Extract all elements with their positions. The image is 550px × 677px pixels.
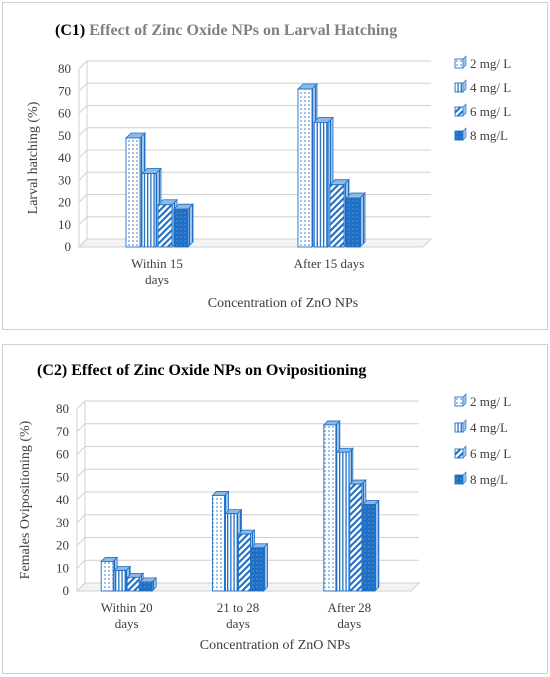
legend-item: 4 mg/ L [454, 79, 511, 95]
legend-label: 2 mg/ L [470, 56, 511, 71]
legend-item: 2 mg/ L [454, 393, 511, 409]
gridline [76, 400, 419, 410]
x-tick-label: 21 to 28 days [217, 600, 260, 631]
legend-swatch [454, 448, 464, 459]
y-tick-label: 20 [58, 195, 71, 210]
gridline [76, 582, 419, 592]
legend-label: 6 mg/ L [470, 446, 511, 461]
chart-title: (C1) Effect of Zinc Oxide NPs on Larval … [55, 22, 397, 39]
legend-label: 4 mg/L [470, 420, 508, 435]
legend-swatch [454, 58, 464, 69]
chart: (C2) Effect of Zinc Oxide NPs on Oviposi… [18, 362, 511, 653]
panel-label: (C1) [55, 22, 89, 39]
y-tick-label: 60 [56, 447, 69, 462]
legend-label: 6 mg/ L [470, 104, 511, 119]
y-tick-label: 40 [58, 150, 71, 165]
bar-solid [250, 542, 269, 592]
legend-swatch [454, 422, 464, 433]
gridline [78, 105, 431, 114]
legend-item: 8 mg/L [454, 127, 508, 143]
y-axis-label: Females Ovipositioning (%) [18, 420, 33, 579]
gridline [78, 82, 431, 92]
chart: (C1) Effect of Zinc Oxide NPs on Larval … [26, 22, 511, 311]
legend-item: 6 mg/ L [454, 103, 511, 119]
x-tick-label: Within 15 days [131, 256, 183, 287]
y-tick-label: 0 [65, 239, 72, 254]
title-text: Effect of Zinc Oxide NPs on Ovipositioni… [71, 362, 366, 379]
legend-swatch [454, 474, 464, 485]
y-tick-label: 0 [63, 583, 70, 598]
bar-vlines [141, 167, 162, 248]
bar-solid [139, 576, 158, 592]
y-tick-label: 70 [56, 424, 69, 439]
legend-swatch [454, 106, 464, 117]
bar-solid [173, 203, 194, 248]
gridline [76, 537, 419, 546]
gridline [76, 423, 419, 433]
chart-panel-c1: (C1) Effect of Zinc Oxide NPs on Larval … [2, 2, 548, 330]
y-tick-label: 10 [58, 217, 71, 232]
y-tick-label: 20 [56, 538, 69, 553]
panel-label: (C2) [37, 362, 71, 379]
gridline [76, 559, 419, 569]
gridline [76, 446, 419, 455]
x-axis-label: Concentration of ZnO NPs [208, 296, 358, 311]
y-axis-label: Larval hatching (%) [26, 101, 41, 214]
y-tick-label: 80 [58, 61, 71, 76]
x-tick-label: After 15 days [294, 256, 365, 271]
x-tick-label: After 28 days [327, 600, 371, 631]
legend-item: 2 mg/ L [454, 55, 511, 71]
chart-c2-svg: (C2) Effect of Zinc Oxide NPs on Oviposi… [18, 362, 511, 653]
y-tick-label: 30 [56, 515, 69, 530]
gridline [78, 60, 431, 70]
chart-panel-c2: (C2) Effect of Zinc Oxide NPs on Oviposi… [2, 344, 548, 674]
x-tick-label: Within 20 days [101, 600, 153, 631]
y-tick-label: 50 [58, 128, 71, 143]
legend-swatch [454, 130, 464, 141]
bar-solid [345, 192, 366, 248]
legend-swatch [454, 396, 464, 407]
y-tick-label: 80 [56, 401, 69, 416]
gridline [76, 514, 419, 524]
x-axis-label: Concentration of ZnO NPs [200, 638, 350, 653]
gridline [76, 468, 419, 478]
y-tick-label: 30 [58, 172, 71, 187]
chart-title: (C2) Effect of Zinc Oxide NPs on Oviposi… [37, 362, 366, 379]
y-tick-label: 10 [56, 560, 69, 575]
y-tick-label: 70 [58, 83, 71, 98]
title-text: Effect of Zinc Oxide NPs on Larval Hatch… [89, 22, 397, 39]
legend-item: 6 mg/ L [454, 445, 511, 461]
legend-label: 8 mg/L [470, 472, 508, 487]
legend-label: 8 mg/L [470, 128, 508, 143]
gridline [76, 491, 419, 501]
y-tick-label: 60 [58, 106, 71, 121]
legend-item: 4 mg/L [454, 419, 508, 435]
legend-item: 8 mg/L [454, 471, 508, 487]
bar-solid [361, 499, 380, 592]
legend-swatch [454, 82, 464, 93]
legend-label: 2 mg/ L [470, 394, 511, 409]
y-tick-label: 40 [56, 492, 69, 507]
y-tick-label: 50 [56, 469, 69, 484]
chart-c1-svg: (C1) Effect of Zinc Oxide NPs on Larval … [26, 22, 511, 311]
legend-label: 4 mg/ L [470, 80, 511, 95]
